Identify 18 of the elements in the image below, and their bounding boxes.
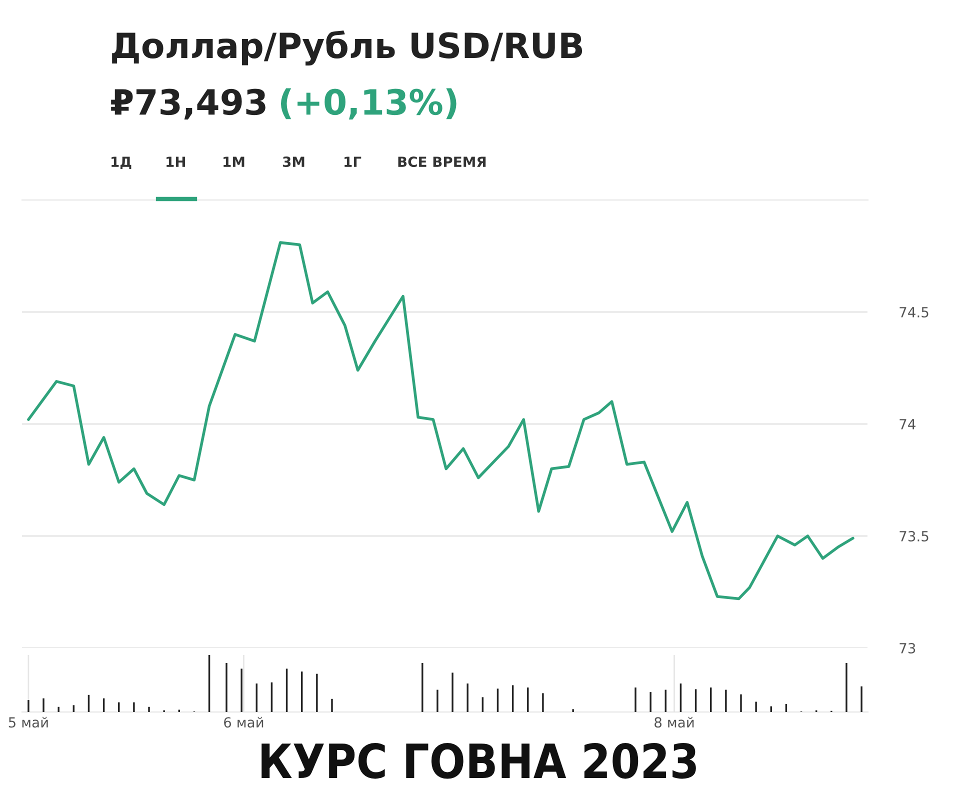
y-tick-label: 73.5 (900, 530, 928, 542)
y-tick-label: 74.5 (900, 307, 928, 318)
chart-subtitle: ₽73,493 (111, 88, 266, 120)
text: 1Г (344, 156, 362, 167)
x-tick-label: 6 май (224, 716, 264, 728)
text: 1Д (112, 156, 132, 170)
line-series (27, 241, 854, 600)
y-tick-label: 74 (900, 419, 916, 430)
text: 1М (224, 156, 244, 167)
y-tick-label: 73 (900, 642, 916, 654)
x-tick-label: 5 май (8, 716, 48, 728)
text: ВСЕ ВРЕМЯ (398, 156, 486, 168)
text: КУРС ГОВНА 2023 (262, 742, 696, 779)
text: 3М (282, 156, 304, 168)
text: 1Н (166, 156, 186, 167)
x-tick-label: 8 май (654, 716, 694, 728)
chart-title: Доллар/Рубль USD/RUB (112, 30, 582, 66)
text: (+0,13%) (280, 88, 456, 120)
